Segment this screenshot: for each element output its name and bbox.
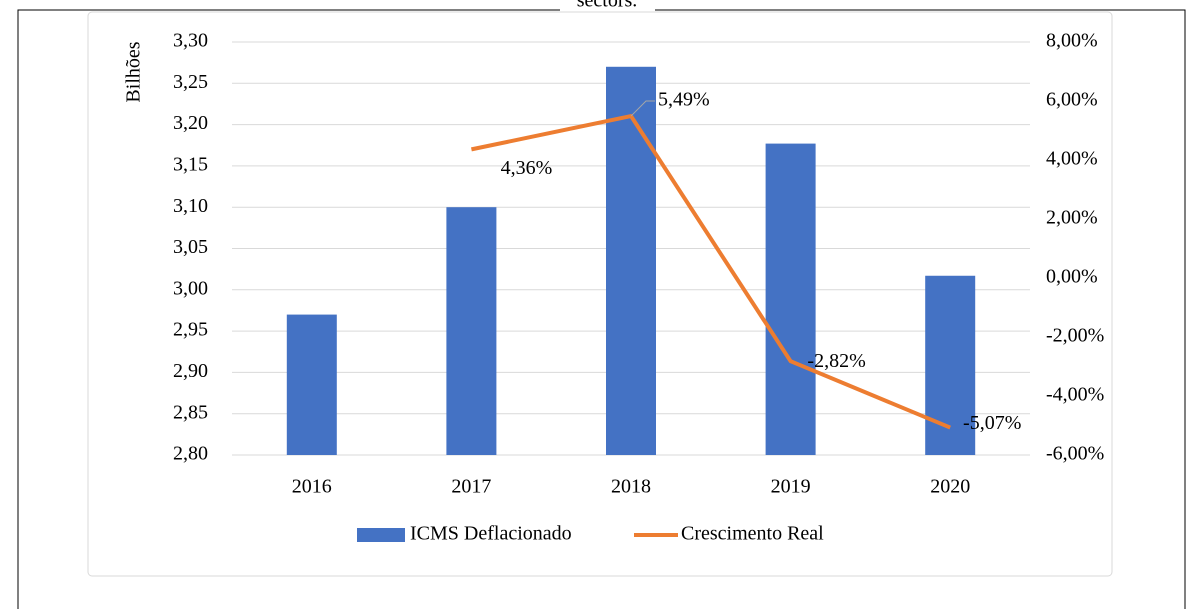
y-tick-label: 3,25: [173, 71, 208, 93]
y-tick-label: 3,15: [173, 153, 208, 175]
bar: [925, 275, 976, 455]
x-tick-label: 2017: [451, 476, 491, 498]
y-tick-label: 3,00: [173, 277, 208, 299]
x-tick-label: 2019: [771, 476, 811, 498]
y2-tick-label: -2,00%: [1046, 325, 1104, 347]
y-tick-label: 2,90: [173, 360, 208, 382]
data-label: -5,07%: [963, 412, 1021, 434]
bar: [765, 143, 816, 455]
bar: [606, 66, 656, 455]
caption: sectors.: [577, 0, 638, 12]
data-label: 4,36%: [501, 157, 553, 179]
y2-tick-label: 4,00%: [1046, 148, 1098, 170]
legend-swatch: [357, 528, 405, 542]
y-axis-label: Bilhões: [123, 41, 145, 102]
leader-line: [630, 100, 655, 117]
y2-tick-label: -6,00%: [1046, 443, 1104, 465]
y2-tick-label: -4,00%: [1046, 384, 1104, 406]
y-tick-label: 3,10: [173, 195, 208, 217]
y2-tick-label: 8,00%: [1046, 30, 1098, 52]
x-tick-label: 2016: [292, 476, 332, 498]
document-frame: [17, 9, 1186, 609]
data-label: -2,82%: [807, 350, 865, 372]
y-tick-label: 2,85: [173, 401, 208, 423]
y2-tick-label: 2,00%: [1046, 207, 1098, 229]
y-tick-label: 2,95: [173, 319, 208, 341]
line: [470, 114, 951, 430]
x-tick-label: 2018: [611, 476, 651, 498]
bar: [446, 207, 497, 455]
y2-tick-label: 6,00%: [1046, 89, 1098, 111]
legend-label: ICMS Deflacionado: [410, 523, 572, 545]
legend-label: Crescimento Real: [681, 523, 824, 545]
chart-frame: [87, 11, 1113, 577]
x-tick-label: 2020: [930, 476, 970, 498]
data-label: 5,49%: [658, 89, 710, 111]
bar: [286, 314, 337, 455]
y-tick-label: 3,05: [173, 236, 208, 258]
y2-tick-label: 0,00%: [1046, 266, 1098, 288]
y-tick-label: 3,20: [173, 112, 208, 134]
y-tick-label: 2,80: [173, 443, 208, 465]
y-tick-label: 3,30: [173, 30, 208, 52]
